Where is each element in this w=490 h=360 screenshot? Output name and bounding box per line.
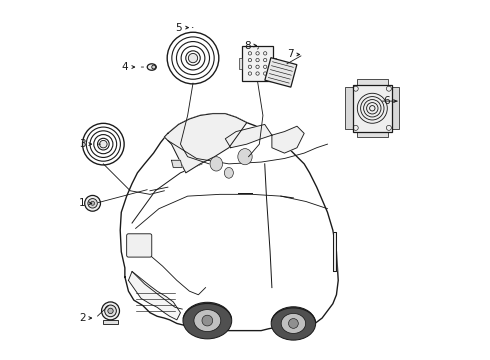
Bar <box>273 58 276 69</box>
Polygon shape <box>272 126 304 153</box>
Bar <box>103 320 118 324</box>
Ellipse shape <box>183 302 232 339</box>
Bar <box>357 79 388 85</box>
Circle shape <box>289 319 298 328</box>
Polygon shape <box>164 114 247 173</box>
Ellipse shape <box>238 149 252 165</box>
Polygon shape <box>265 58 297 87</box>
Bar <box>353 85 392 132</box>
Circle shape <box>202 315 213 326</box>
Text: 2: 2 <box>79 313 85 323</box>
Ellipse shape <box>281 314 306 333</box>
Text: 7: 7 <box>287 49 294 59</box>
Circle shape <box>88 199 98 208</box>
Circle shape <box>91 201 95 205</box>
Text: 5: 5 <box>175 23 182 33</box>
Ellipse shape <box>194 310 221 332</box>
FancyBboxPatch shape <box>126 234 152 257</box>
Ellipse shape <box>210 157 222 171</box>
Ellipse shape <box>147 64 156 70</box>
Circle shape <box>188 53 197 63</box>
Bar <box>239 58 243 69</box>
Polygon shape <box>333 232 337 271</box>
Text: 8: 8 <box>244 41 250 50</box>
Polygon shape <box>225 125 272 148</box>
Bar <box>345 87 353 129</box>
Bar <box>243 45 273 81</box>
Circle shape <box>101 302 120 320</box>
Text: 3: 3 <box>79 139 85 149</box>
Bar <box>392 87 399 129</box>
Polygon shape <box>172 160 182 167</box>
Text: 4: 4 <box>122 62 128 72</box>
Circle shape <box>85 195 100 211</box>
Ellipse shape <box>224 167 233 178</box>
Circle shape <box>108 308 113 314</box>
Text: 1: 1 <box>79 198 85 208</box>
Bar <box>357 132 388 137</box>
Ellipse shape <box>271 307 316 340</box>
Ellipse shape <box>152 65 156 69</box>
Circle shape <box>99 140 107 148</box>
Text: 6: 6 <box>384 96 390 106</box>
Polygon shape <box>120 114 338 330</box>
Polygon shape <box>128 271 180 320</box>
Circle shape <box>105 305 116 317</box>
